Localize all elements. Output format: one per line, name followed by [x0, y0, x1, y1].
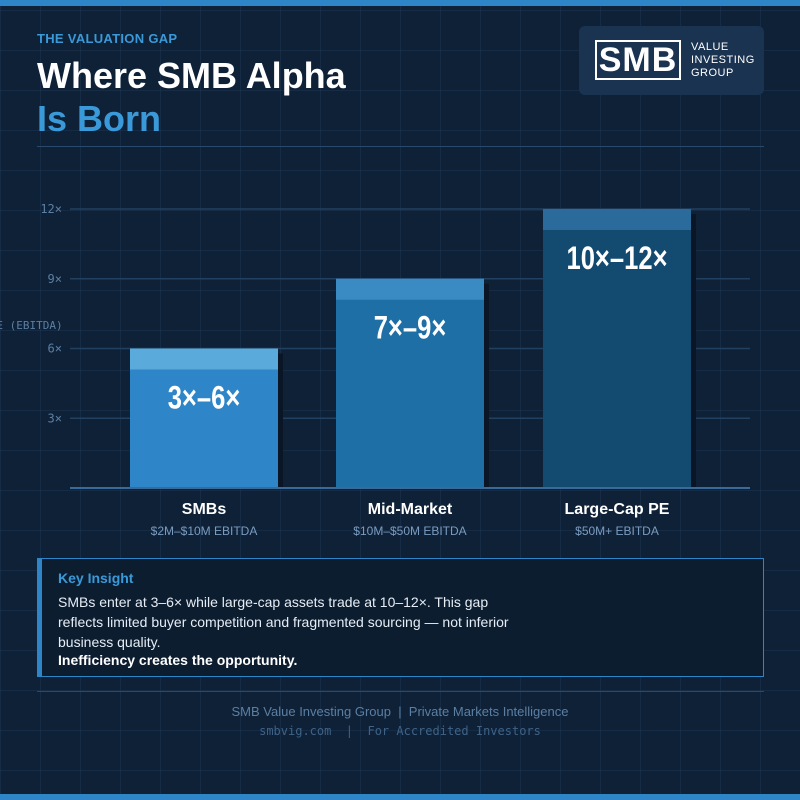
y-tick-label: 3×: [48, 411, 62, 425]
logo-text-1: VALUE: [691, 41, 729, 53]
bar-cap: [543, 209, 691, 230]
key-insight-box: Key Insight SMBs enter at 3–6× while lar…: [37, 558, 764, 677]
category-label: SMBs: [182, 501, 227, 518]
insight-body: SMBs enter at 3–6× while large-cap asset…: [58, 594, 509, 650]
insight-title: Key Insight: [58, 570, 134, 586]
bar-0: [130, 348, 278, 488]
y-tick-label: 12×: [40, 202, 62, 216]
bar-2: [543, 209, 691, 488]
bar-cap: [336, 278, 484, 300]
title-line1: Where SMB Alpha: [37, 55, 346, 96]
divider: [37, 691, 764, 692]
logo: SMB VALUE INVESTING GROUP: [579, 26, 764, 95]
category-label: Large-Cap PE: [565, 501, 670, 518]
y-tick-label: 9×: [48, 272, 62, 286]
bar-chart: 3× 6× 9× 12× MULTIPLE (EBITDA) 3×–6× SMBs $2M–$…: [0, 202, 750, 538]
footer-line1: SMB Value Investing Group | Private Mark…: [231, 704, 569, 719]
category-subtitle: $10M–$50M EBITDA: [353, 524, 466, 538]
eyebrow: THE VALUATION GAP: [37, 31, 178, 46]
bar-1: [336, 278, 484, 488]
data-label: 3×–6×: [168, 381, 241, 416]
insight-emphasis: Inefficiency creates the opportunity.: [58, 652, 298, 668]
data-label: 10×–12×: [566, 241, 667, 276]
bottom-accent-bar: [0, 794, 800, 800]
category-subtitle: $50M+ EBITDA: [575, 524, 659, 538]
category-subtitle: $2M–$10M EBITDA: [151, 524, 258, 538]
y-axis-label: MULTIPLE (EBITDA): [0, 319, 63, 332]
top-accent-bar: [0, 0, 800, 6]
category-label: Mid-Market: [368, 501, 453, 518]
logo-mark: SMB: [595, 40, 681, 80]
logo-text-2: INVESTING: [691, 54, 755, 66]
bar-cap: [130, 348, 278, 370]
logo-text: VALUE INVESTING GROUP: [691, 41, 755, 80]
data-label: 7×–9×: [374, 311, 447, 346]
divider: [37, 146, 764, 147]
logo-text-3: GROUP: [691, 67, 734, 79]
y-tick-label: 6×: [48, 342, 62, 356]
title-line2: Is Born: [37, 98, 162, 139]
footer-line2: smbvig.com | For Accredited Investors: [259, 724, 541, 738]
